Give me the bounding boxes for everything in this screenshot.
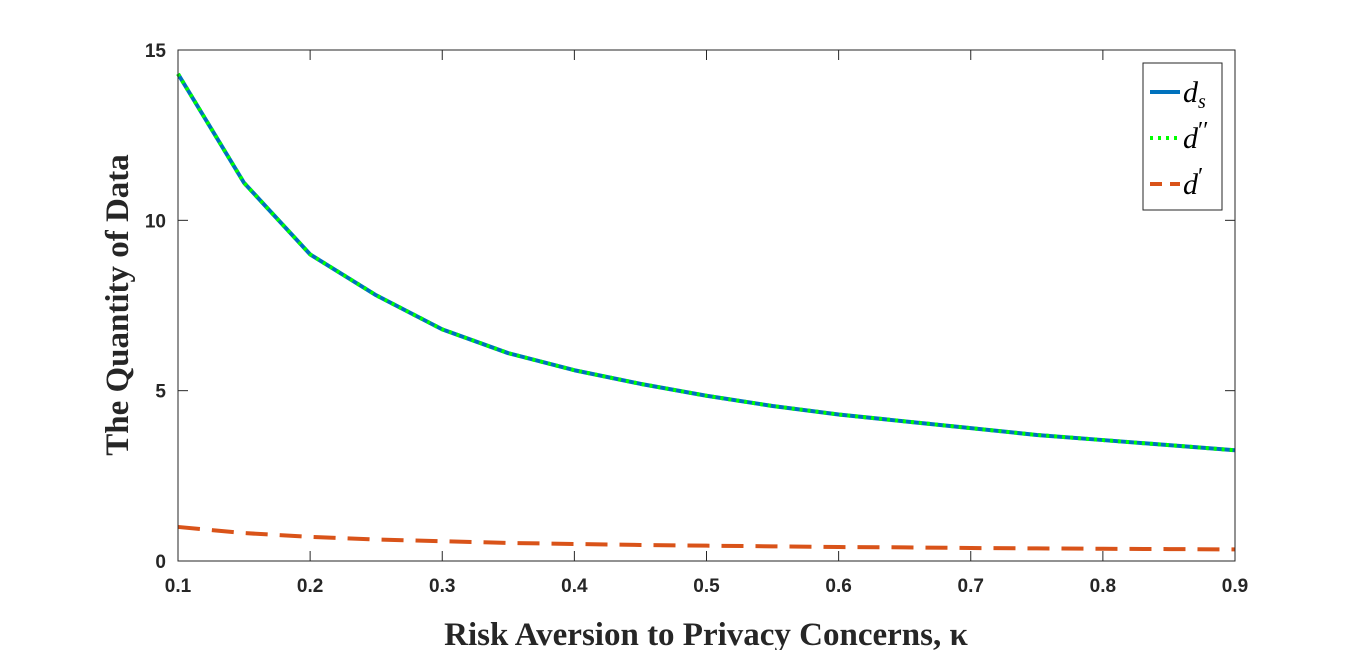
legend-label: d′ bbox=[1183, 164, 1203, 201]
y-tick-label: 10 bbox=[145, 211, 166, 232]
x-tick-label: 0.4 bbox=[561, 576, 588, 597]
x-tick-label: 0.3 bbox=[429, 576, 455, 597]
y-tick-label: 15 bbox=[145, 41, 167, 62]
y-tick-label: 5 bbox=[155, 382, 166, 403]
legend-label-main: d bbox=[1183, 168, 1199, 201]
plot-area bbox=[178, 50, 1235, 561]
legend-label-main: d bbox=[1183, 76, 1199, 109]
series-line-2 bbox=[177, 524, 1236, 552]
x-tick-label: 0.6 bbox=[825, 576, 851, 597]
legend-label-superscript: ′ bbox=[1198, 164, 1203, 190]
x-tick-label: 0.9 bbox=[1222, 576, 1248, 597]
x-axis-label: Risk Aversion to Privacy Concerns, κ bbox=[444, 617, 968, 650]
legend-label: d′′ bbox=[1183, 118, 1209, 155]
x-tick-label: 0.7 bbox=[958, 576, 984, 597]
legend-label-superscript: ′′ bbox=[1198, 118, 1209, 144]
series-layer bbox=[176, 72, 1236, 552]
legend-label: ds bbox=[1183, 76, 1206, 113]
x-tick-label: 0.5 bbox=[693, 576, 720, 597]
legend: dsd′′d′ bbox=[1142, 62, 1223, 211]
axis-layer: 0.1 0.2 0.3 0.4 0.5 0.6 0.7 0.8 0.9 0 5 10 15 bbox=[145, 41, 1248, 597]
y-axis-label: The Quantity of Data bbox=[100, 154, 136, 456]
x-tick-label: 0.8 bbox=[1090, 576, 1116, 597]
series-line-1 bbox=[176, 72, 1236, 453]
legend-label-subscript: s bbox=[1198, 91, 1206, 113]
legend-label-main: d bbox=[1183, 122, 1199, 155]
x-tick-label: 0.1 bbox=[165, 576, 192, 597]
x-tick-label: 0.2 bbox=[297, 576, 323, 597]
y-tick-label: 0 bbox=[155, 552, 166, 573]
